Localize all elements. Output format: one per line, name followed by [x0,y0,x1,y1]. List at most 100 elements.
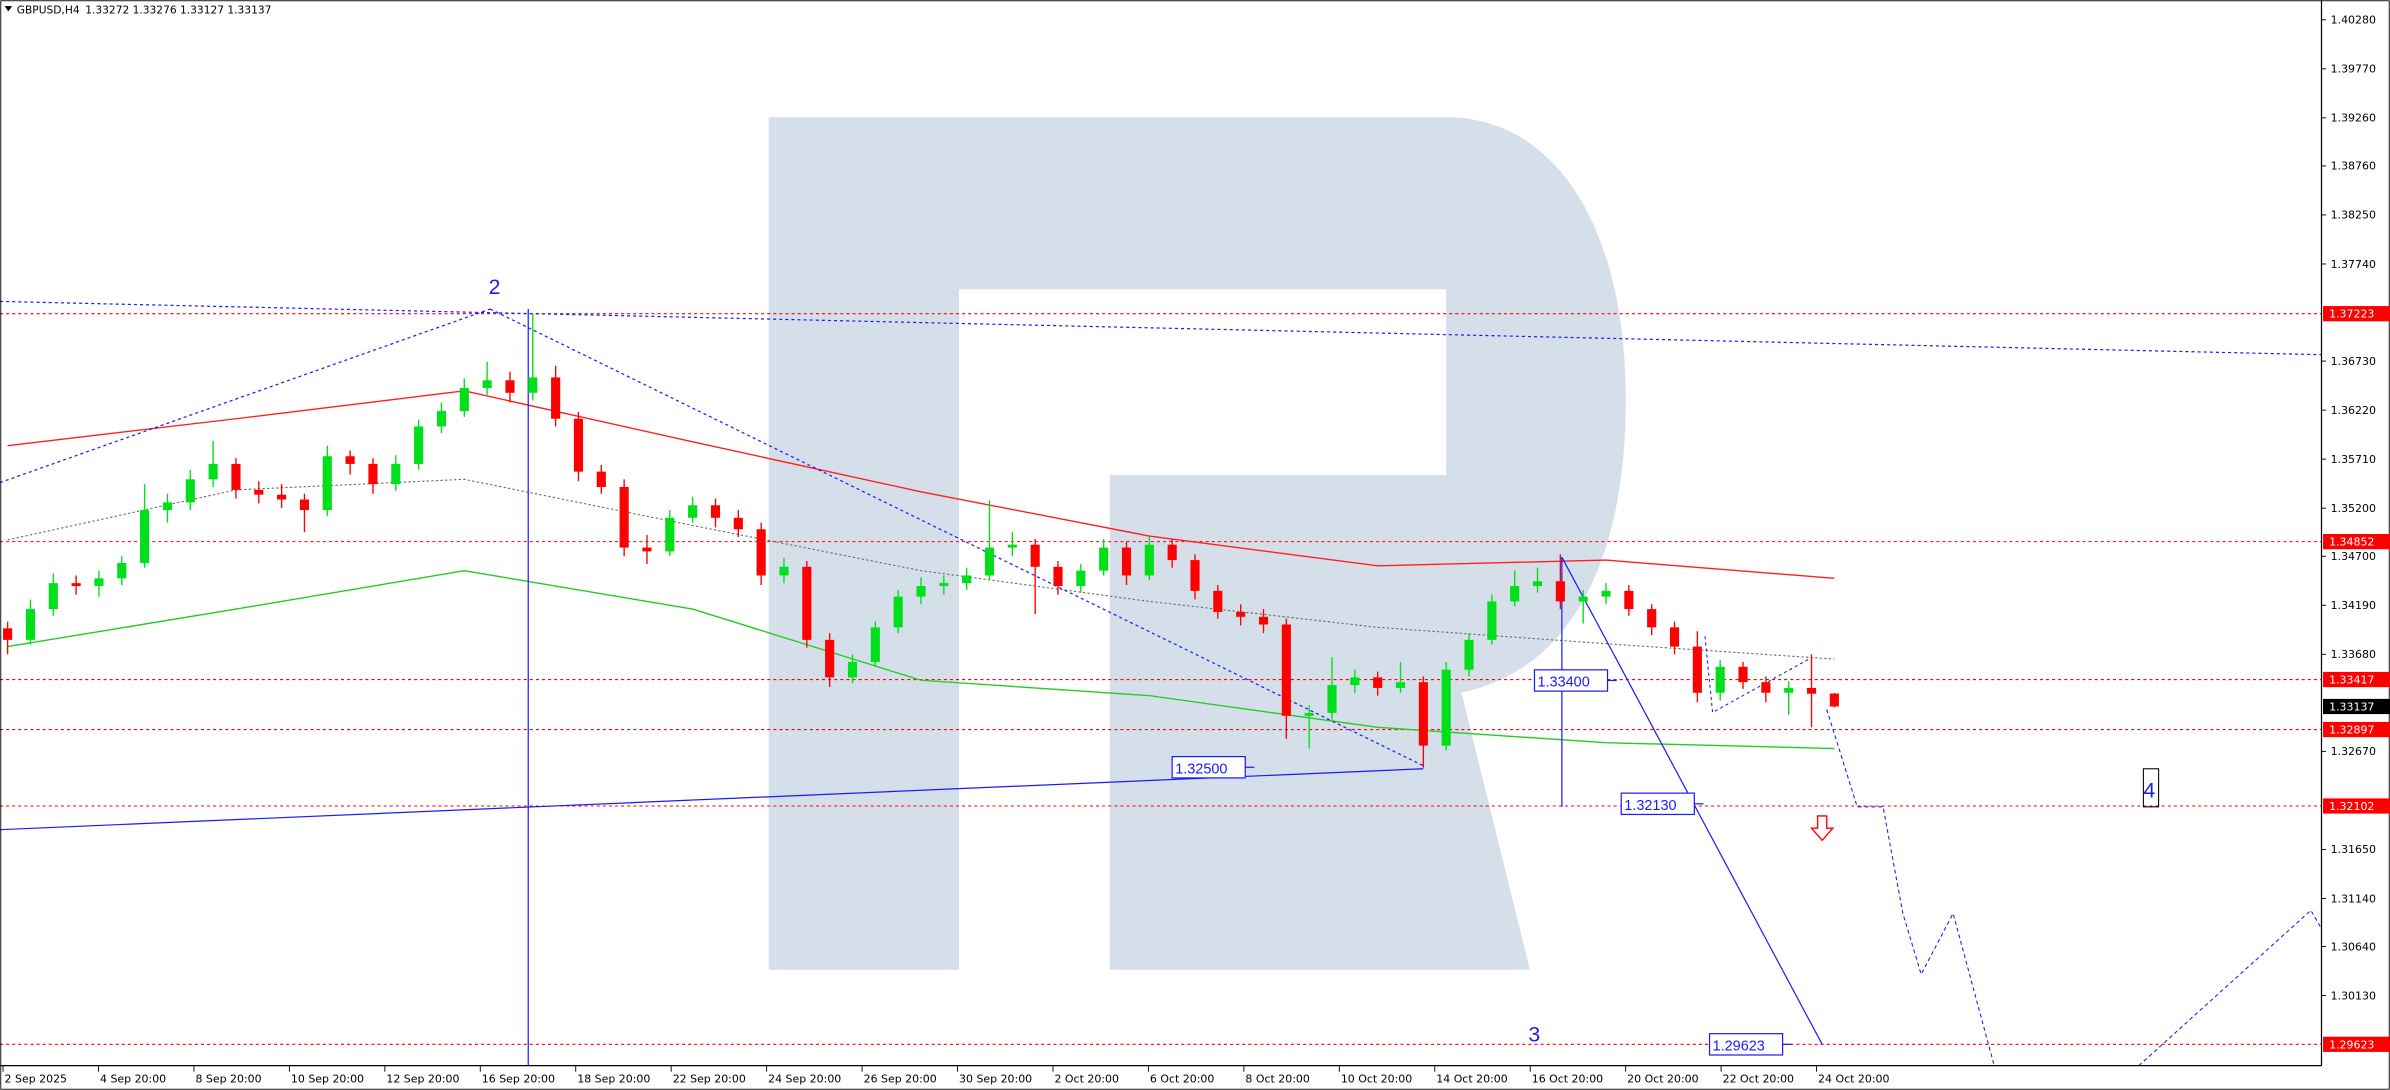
time-tick-label: 20 Oct 20:00 [1627,1072,1698,1085]
candle [962,567,972,590]
forecast-path [1826,709,1995,1066]
candle-body [825,639,835,678]
candle [1350,669,1360,693]
time-tick-label: 22 Sep 20:00 [673,1072,746,1085]
label-1-32500: 1.32500 [1175,761,1227,777]
candle-body [299,499,310,511]
candle [1304,705,1314,749]
candle-body [847,661,858,678]
price-axis[interactable]: 1.40280 1.39770 1.39260 1.38760 1.38250 1.377… [2321,14,2390,1052]
candle-body [1601,590,1611,597]
price-tick-label: 1.38760 [2331,160,2376,173]
wave-label-2: 2 [489,275,501,299]
candle [1487,594,1497,645]
wave-2-3-line [489,308,1424,767]
level-label: 1.32102 [2329,800,2374,813]
candle-body [1190,560,1200,591]
candle-body [916,586,926,597]
time-tick-label: 16 Oct 20:00 [1532,1072,1603,1085]
candle [277,484,287,509]
candle-body [1441,669,1451,746]
candle [1373,671,1383,696]
candle-body [1395,682,1406,688]
candle [847,654,858,684]
level-label: 1.33417 [2329,674,2374,687]
level-label-bg [2323,798,2390,814]
candle-body [1806,687,1817,694]
candle [71,575,81,595]
candle [825,633,835,687]
level-label: 1.29623 [2329,1038,2374,1051]
candle-body [756,529,766,576]
candle [1464,633,1474,677]
candle-body [345,456,355,464]
time-tick-label: 2 Sep 2025 [5,1072,67,1085]
candle-body [642,547,652,552]
candle [665,510,675,557]
candle-body [710,505,721,518]
candle [368,458,378,494]
candle [3,621,13,655]
time-tick-label: 12 Sep 20:00 [386,1072,459,1085]
level-label: 1.37223 [2329,308,2374,321]
candle [505,371,515,403]
price-tick-label: 1.36220 [2331,404,2376,417]
candle-body [1236,611,1246,617]
candle-body [1761,682,1771,693]
candle-body [254,489,264,495]
dropdown-triangle-icon[interactable] [4,6,13,12]
candle-body [1076,570,1086,587]
candle-body [1007,544,1017,548]
price-tick-label: 1.35710 [2331,453,2376,466]
level-label-bg [2323,306,2390,322]
level-label: 1.32897 [2329,724,2374,737]
price-tick-label: 1.34190 [2331,599,2376,612]
candle-body [802,566,812,640]
candle-body [870,627,880,662]
time-tick-label: 26 Sep 20:00 [864,1072,937,1085]
candle [688,496,698,523]
candle-body [436,411,447,427]
candle [1190,554,1200,600]
candle [779,558,789,584]
candle-body [984,547,995,576]
candle [916,577,926,605]
candle-body [1669,627,1680,647]
candle [573,412,584,482]
candle [870,621,880,667]
time-tick-label: 24 Sep 20:00 [768,1072,841,1085]
watermark-logo [768,117,1626,970]
time-tick-label: 6 Oct 20:00 [1150,1072,1214,1085]
wave-drawings [0,300,2322,1067]
level-label-bg [2323,721,2390,738]
candle-body [1167,544,1177,561]
annotations: 1.33400 1.32500 1.32130 1.29623 2 3 4 [489,275,2160,1056]
level-label: 1.34852 [2329,536,2374,549]
candle [48,573,58,616]
candle [710,498,721,528]
candle [619,479,629,557]
candle-body [1555,581,1565,602]
candle-body [1738,666,1748,683]
time-axis[interactable]: 2 Sep 2025 4 Sep 20:00 8 Sep 20:00 10 Sep 2… [2,1065,1890,1086]
candle-body [1373,677,1383,688]
time-tick-label: 10 Sep 20:00 [291,1072,364,1085]
candle-body [1281,624,1291,716]
candle-body [3,628,13,640]
candle [1281,618,1291,739]
candle [551,365,561,427]
candle [1258,609,1269,634]
price-tick-label: 1.36730 [2331,355,2376,368]
current-price-bg [2323,698,2390,715]
candle [1601,583,1611,605]
candle [1806,654,1817,728]
candle [1761,676,1771,703]
candle [1624,585,1634,616]
candle-body [414,426,424,464]
candle [1144,537,1154,581]
price-tick-label: 1.30640 [2331,940,2376,953]
moving-averages [7,390,1835,750]
wave-label-4: 4 [2143,779,2155,803]
level-label-bg [2323,1036,2390,1052]
